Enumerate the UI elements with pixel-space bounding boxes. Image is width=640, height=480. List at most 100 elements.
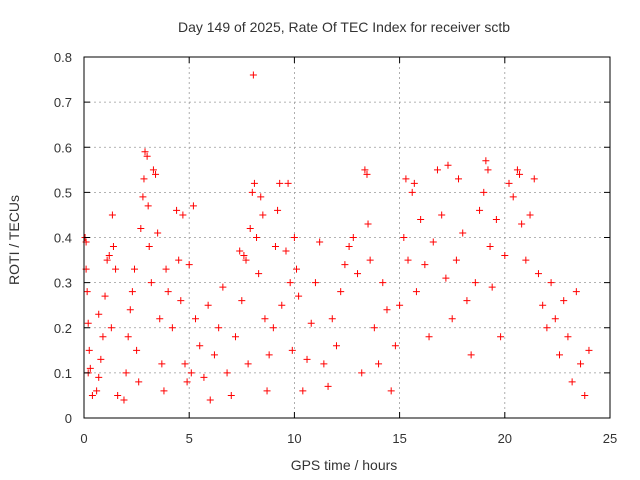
data-point — [108, 211, 116, 219]
data-point — [112, 265, 120, 273]
y-tick-label: 0.7 — [54, 95, 72, 110]
data-point — [402, 175, 410, 183]
data-point — [107, 324, 115, 332]
x-tick-labels: 0 5 10 15 20 25 — [80, 431, 617, 446]
data-point — [459, 229, 467, 237]
data-point — [293, 265, 301, 273]
data-point — [130, 265, 138, 273]
data-point — [263, 387, 271, 395]
data-point — [196, 342, 204, 350]
data-point — [141, 148, 149, 156]
x-tick-label: 5 — [186, 431, 193, 446]
data-point — [442, 274, 450, 282]
data-point — [109, 243, 117, 251]
y-tick-label: 0.3 — [54, 276, 72, 291]
data-point — [354, 270, 362, 278]
data-point — [143, 152, 151, 160]
data-point — [320, 360, 328, 368]
data-point — [539, 301, 547, 309]
grid-lines — [84, 57, 610, 418]
data-point — [560, 297, 568, 305]
data-point — [290, 234, 298, 241]
x-tick-label: 0 — [80, 431, 87, 446]
data-point — [516, 170, 524, 178]
data-point — [530, 175, 538, 183]
data-point — [311, 279, 319, 287]
data-point — [417, 215, 425, 223]
data-point — [288, 346, 296, 354]
data-point — [204, 301, 212, 309]
y-tick-label: 0.4 — [54, 231, 72, 246]
data-point — [154, 229, 162, 237]
data-point — [238, 297, 246, 305]
data-point — [101, 292, 109, 300]
data-point — [278, 301, 286, 309]
data-point — [286, 279, 294, 287]
data-point — [231, 333, 239, 341]
data-point — [183, 378, 191, 386]
data-point — [396, 301, 404, 309]
data-point — [168, 324, 176, 332]
data-point — [303, 355, 311, 363]
data-point — [105, 252, 113, 260]
data-point — [480, 188, 488, 196]
data-point — [349, 234, 357, 241]
chart-title: Day 149 of 2025, Rate Of TEC Index for r… — [178, 19, 510, 35]
data-point — [259, 211, 267, 219]
data-point — [99, 333, 107, 341]
data-point — [86, 364, 94, 372]
y-tick-labels: 0 0.1 0.2 0.3 0.4 0.5 0.6 0.7 0.8 — [54, 50, 72, 426]
data-point — [124, 333, 132, 341]
data-point — [379, 279, 387, 287]
data-point — [175, 256, 183, 264]
data-point — [88, 391, 96, 399]
x-tick-label: 25 — [603, 431, 617, 446]
data-point — [242, 256, 250, 264]
data-point — [471, 279, 479, 287]
data-point — [156, 315, 164, 323]
data-point — [337, 288, 345, 296]
data-point — [236, 247, 244, 255]
data-point — [135, 378, 143, 386]
data-point — [219, 283, 227, 291]
data-point — [448, 315, 456, 323]
data-point — [265, 351, 273, 359]
data-point — [85, 346, 93, 354]
data-point — [97, 355, 105, 363]
data-point — [244, 360, 252, 368]
data-point — [358, 369, 366, 377]
data-point — [585, 346, 593, 354]
data-point — [522, 256, 530, 264]
data-point — [145, 243, 153, 251]
data-point — [126, 306, 134, 314]
data-point — [284, 179, 292, 187]
data-point — [568, 378, 576, 386]
y-tick-label: 0.8 — [54, 50, 72, 65]
data-point — [509, 193, 517, 201]
y-tick-label: 0.1 — [54, 366, 72, 381]
data-point — [187, 369, 195, 377]
data-point — [249, 71, 257, 79]
data-point — [173, 206, 181, 214]
data-point — [556, 351, 564, 359]
data-point — [177, 297, 185, 305]
data-point — [162, 265, 170, 273]
data-point — [534, 270, 542, 278]
data-point — [253, 234, 261, 241]
data-point — [144, 202, 152, 210]
data-point — [185, 261, 193, 269]
data-point — [133, 346, 141, 354]
data-point — [341, 261, 349, 269]
data-point — [433, 166, 441, 174]
data-point — [484, 166, 492, 174]
y-tick-label: 0 — [65, 411, 72, 426]
data-point — [158, 360, 166, 368]
data-point — [361, 166, 369, 174]
data-point — [261, 315, 269, 323]
data-point — [400, 234, 408, 241]
data-point — [467, 351, 475, 359]
data-point — [412, 288, 420, 296]
data-point — [206, 396, 214, 404]
data-point — [147, 279, 155, 287]
data-point — [295, 292, 303, 300]
